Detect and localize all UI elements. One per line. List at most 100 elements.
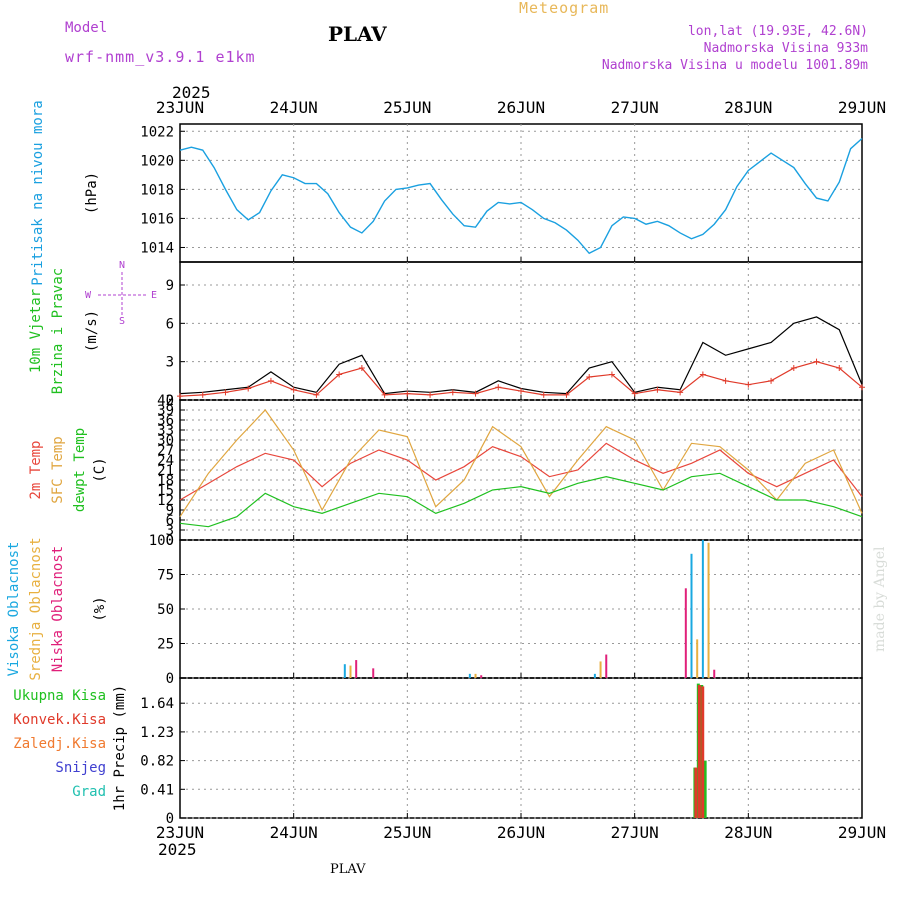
wind-gust-marker bbox=[222, 389, 229, 396]
wind-gust-marker bbox=[768, 377, 775, 384]
footer-station: PLAV bbox=[330, 862, 366, 877]
precip-conv-bar bbox=[697, 685, 701, 818]
y-tick-label: 75 bbox=[157, 568, 174, 584]
y-tick-label: 1.23 bbox=[140, 725, 174, 741]
y-tick-label: 39 bbox=[157, 403, 174, 419]
wind-gust-marker bbox=[404, 390, 411, 397]
y-tick-label: 0.41 bbox=[140, 782, 174, 798]
precip-legend-item: Ukupna Kisa bbox=[13, 688, 106, 704]
wind-gust-marker bbox=[199, 391, 206, 398]
wind-gust-marker bbox=[563, 391, 570, 398]
wind-gust-marker bbox=[722, 377, 729, 384]
compass-s: S bbox=[119, 316, 125, 327]
x-tick-label-bottom: 24JUN bbox=[270, 823, 318, 842]
cloud-low-bar bbox=[684, 588, 687, 678]
x-tick-label-top: 29JUN bbox=[838, 98, 886, 117]
y-tick-label: 18 bbox=[157, 473, 174, 489]
x-year-top: 2025 bbox=[172, 83, 211, 102]
x-tick-label-top: 24JUN bbox=[270, 98, 318, 117]
wind-ylabel: 10m Vjetar bbox=[28, 289, 44, 373]
y-tick-label: 9 bbox=[166, 278, 174, 294]
wind-ylabel2: Brzina i Pravac bbox=[50, 268, 66, 394]
cloud-mid-bar bbox=[696, 639, 699, 678]
pressure-line bbox=[179, 138, 863, 255]
temp-unit: (C) bbox=[92, 457, 108, 482]
x-tick-label-bottom: 27JUN bbox=[611, 823, 659, 842]
temp-sfc-line bbox=[179, 409, 863, 517]
wind-gust-marker bbox=[654, 386, 661, 393]
wind-gust-marker bbox=[699, 371, 706, 378]
compass-w: W bbox=[85, 290, 92, 301]
precip-conv-bar bbox=[701, 686, 705, 818]
x-tick-label-bottom: 23JUN bbox=[156, 823, 204, 842]
cloud-ylabel: Visoka Oblacnost bbox=[6, 542, 22, 677]
precip-legend-item: Konvek.Kisa bbox=[13, 712, 106, 728]
cloud-low-bar bbox=[480, 675, 483, 678]
cloud-high-bar bbox=[343, 664, 346, 678]
cloud-mid-bar bbox=[349, 665, 352, 678]
y-tick-label: 6 bbox=[166, 513, 174, 529]
y-tick-label: 3 bbox=[166, 523, 174, 539]
wind-gust-marker bbox=[631, 390, 638, 397]
model-name: wrf-nmm_v3.9.1 e1km bbox=[65, 48, 256, 66]
compass-cross bbox=[98, 272, 146, 318]
dewpt-line bbox=[179, 472, 863, 528]
x-tick-label-top: 27JUN bbox=[611, 98, 659, 117]
wind-gust-marker bbox=[336, 371, 343, 378]
x-tick-label-top: 28JUN bbox=[724, 98, 772, 117]
x-tick-label-top: 23JUN bbox=[156, 98, 204, 117]
y-tick-label: 42 bbox=[157, 393, 174, 409]
cloud-low-bar bbox=[605, 654, 608, 678]
station-title: PLAV bbox=[328, 22, 387, 46]
model-elevation-label: Nadmorska Visina u modelu 1001.89m bbox=[601, 58, 868, 73]
precip-total-bar bbox=[703, 760, 707, 818]
y-tick-label: 36 bbox=[157, 413, 174, 429]
y-tick-label: 21 bbox=[157, 463, 174, 479]
y-tick-label: 15 bbox=[157, 483, 174, 499]
x-tick-label-top: 25JUN bbox=[383, 98, 431, 117]
wind-gust-marker bbox=[495, 384, 502, 391]
cloud-mid-bar bbox=[474, 673, 477, 678]
wind-gust-marker bbox=[836, 365, 843, 372]
y-tick-label: 27 bbox=[157, 443, 174, 459]
wind-gust-marker bbox=[518, 388, 524, 395]
y-tick-label: 50 bbox=[157, 602, 174, 618]
y-tick-label: 1016 bbox=[140, 211, 174, 227]
y-tick-label: 12 bbox=[157, 493, 174, 509]
cloud-mid-bar bbox=[707, 542, 710, 678]
wind-gust-marker bbox=[677, 389, 684, 396]
cloud-unit: (%) bbox=[92, 596, 108, 621]
cloud-high-bar bbox=[593, 673, 596, 678]
wind-gust-marker bbox=[449, 389, 456, 396]
wind-gust-marker bbox=[245, 385, 252, 392]
coords-label: lon,lat (19.93E, 42.6N) bbox=[687, 24, 868, 39]
y-tick-label: 0.82 bbox=[140, 754, 174, 770]
temp-ylabel2: SFC Temp bbox=[50, 436, 66, 503]
cloud-ylabel3: Niska Oblacnost bbox=[50, 546, 66, 672]
y-tick-label: 1018 bbox=[140, 182, 174, 198]
cloud-high-bar bbox=[690, 553, 693, 678]
wind-gust-marker bbox=[586, 374, 593, 380]
y-tick-label: 1022 bbox=[140, 124, 174, 140]
temp-ylabel: 2m Temp bbox=[28, 440, 44, 499]
precip-legend-item: Grad bbox=[72, 784, 106, 800]
temp-ylabel3: dewpt Temp bbox=[72, 428, 88, 512]
y-tick-label: 6 bbox=[166, 316, 174, 332]
x-tick-label-top: 26JUN bbox=[497, 98, 545, 117]
y-tick-label: 1014 bbox=[140, 240, 174, 256]
y-tick-label: 24 bbox=[157, 453, 174, 469]
cloud-high-bar bbox=[701, 540, 704, 678]
wind-gust-marker bbox=[358, 365, 365, 372]
wind-gust-marker bbox=[859, 384, 865, 391]
x-tick-label-bottom: 26JUN bbox=[497, 823, 545, 842]
precip-legend-item: Zaledj.Kisa bbox=[13, 736, 106, 752]
y-tick-label: 0 bbox=[166, 393, 174, 409]
y-tick-label: 3 bbox=[166, 355, 174, 371]
x-tick-label-bottom: 28JUN bbox=[724, 823, 772, 842]
model-label: Model bbox=[65, 20, 108, 36]
wind-gust-marker bbox=[381, 391, 388, 398]
precip-ylabel: 1hr Precip (mm) bbox=[112, 685, 128, 811]
precip-conv-bar bbox=[694, 767, 698, 818]
y-tick-label: 0 bbox=[166, 671, 174, 687]
cloud-low-bar bbox=[372, 668, 375, 678]
